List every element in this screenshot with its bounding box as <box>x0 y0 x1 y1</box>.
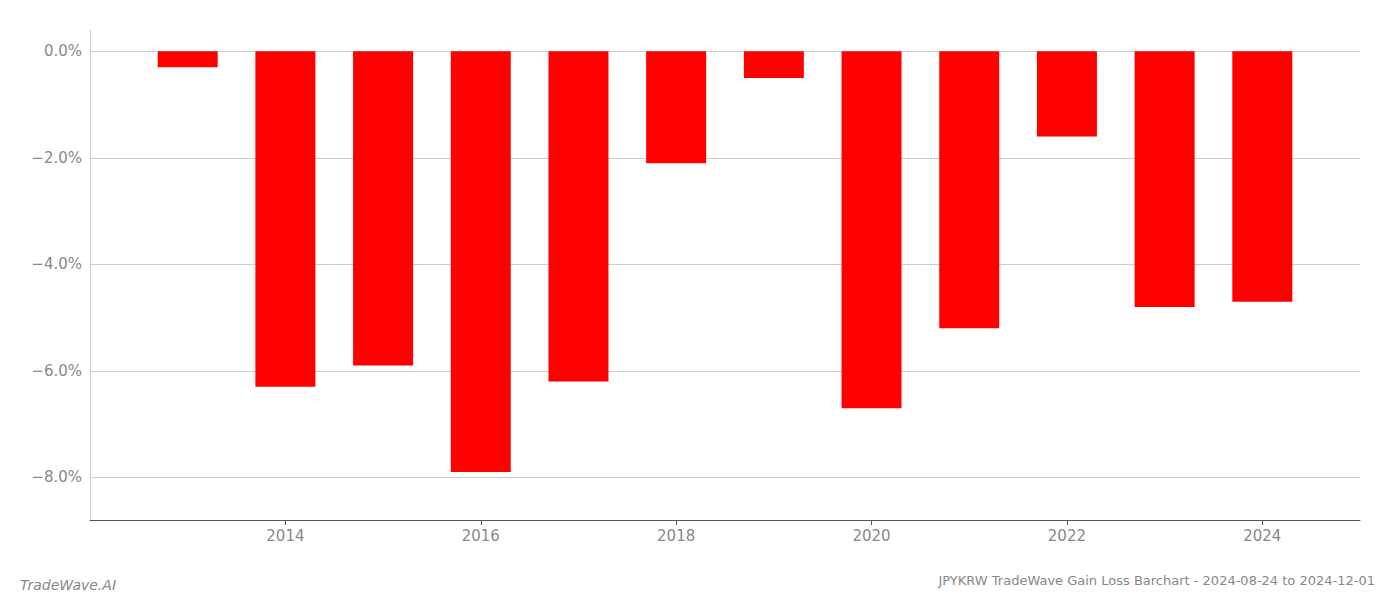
svg-text:−2.0%: −2.0% <box>31 149 82 167</box>
svg-text:JPYKRW TradeWave Gain Loss Bar: JPYKRW TradeWave Gain Loss Barchart - 20… <box>937 573 1375 588</box>
svg-text:−6.0%: −6.0% <box>31 362 82 380</box>
svg-text:2016: 2016 <box>462 527 500 545</box>
svg-text:TradeWave.AI: TradeWave.AI <box>20 577 116 593</box>
svg-text:−4.0%: −4.0% <box>31 255 82 273</box>
svg-text:−8.0%: −8.0% <box>31 468 82 486</box>
svg-text:2014: 2014 <box>266 527 304 545</box>
svg-text:2020: 2020 <box>852 527 890 545</box>
svg-text:2024: 2024 <box>1243 527 1281 545</box>
svg-text:0.0%: 0.0% <box>44 42 82 60</box>
svg-text:2022: 2022 <box>1048 527 1086 545</box>
svg-text:2018: 2018 <box>657 527 695 545</box>
